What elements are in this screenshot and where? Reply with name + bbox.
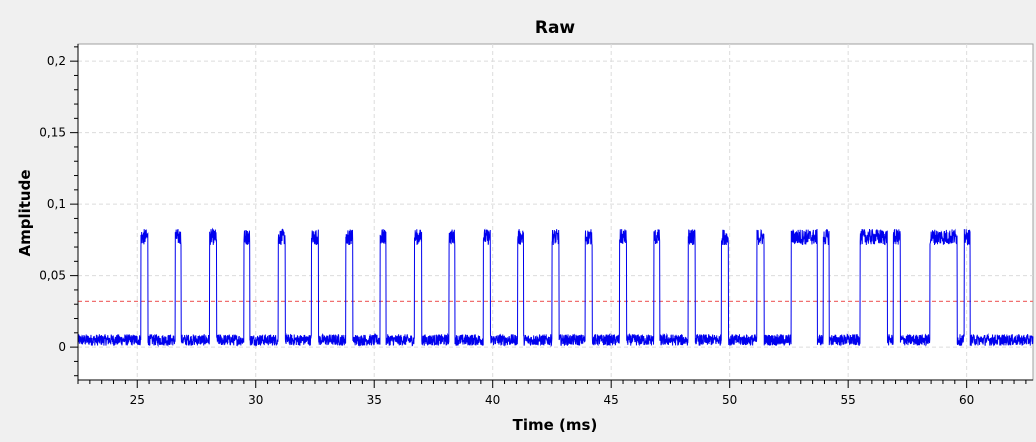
axes: 25 30 35 40 45 50 55 60 0 0,05 0,1 0,15 0,2 [39, 44, 1033, 407]
y-tick-label: 0,15 [39, 126, 66, 140]
x-axis-label: Time (ms) [513, 416, 598, 434]
x-tick-label: 45 [604, 393, 619, 407]
x-tick-label: 50 [722, 393, 737, 407]
chart-title: Raw [535, 18, 576, 38]
y-tick-label: 0,1 [47, 197, 66, 211]
signal-layer [77, 227, 1034, 348]
x-tick-label: 25 [130, 393, 145, 407]
x-tick-label: 40 [485, 393, 500, 407]
y-tick-label: 0,2 [47, 54, 66, 68]
y-tick-label: 0,05 [39, 269, 66, 283]
y-tick-label: 0 [58, 340, 66, 354]
signal-line [77, 227, 1034, 348]
x-tick-label: 60 [959, 393, 974, 407]
y-axis-label: Amplitude [16, 169, 34, 256]
x-tick-label: 30 [248, 393, 263, 407]
gridlines [78, 44, 1033, 380]
x-tick-label: 55 [841, 393, 856, 407]
plot-area [77, 43, 1034, 381]
x-tick-label: 35 [367, 393, 382, 407]
